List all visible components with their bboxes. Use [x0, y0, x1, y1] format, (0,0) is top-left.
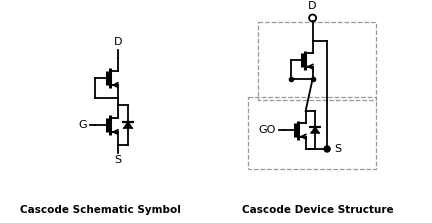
- Text: S: S: [334, 144, 341, 154]
- Text: Cascode Schematic Symbol: Cascode Schematic Symbol: [19, 205, 181, 215]
- Polygon shape: [310, 127, 320, 133]
- Text: GO: GO: [258, 125, 276, 135]
- Text: G: G: [78, 120, 87, 130]
- Text: D: D: [114, 37, 122, 47]
- Text: D: D: [308, 1, 317, 11]
- Bar: [248, 97, 376, 169]
- Text: S: S: [114, 155, 121, 165]
- Circle shape: [324, 146, 330, 152]
- Text: Cascode Device Structure: Cascode Device Structure: [242, 205, 394, 215]
- Bar: [258, 22, 376, 100]
- Polygon shape: [123, 122, 133, 128]
